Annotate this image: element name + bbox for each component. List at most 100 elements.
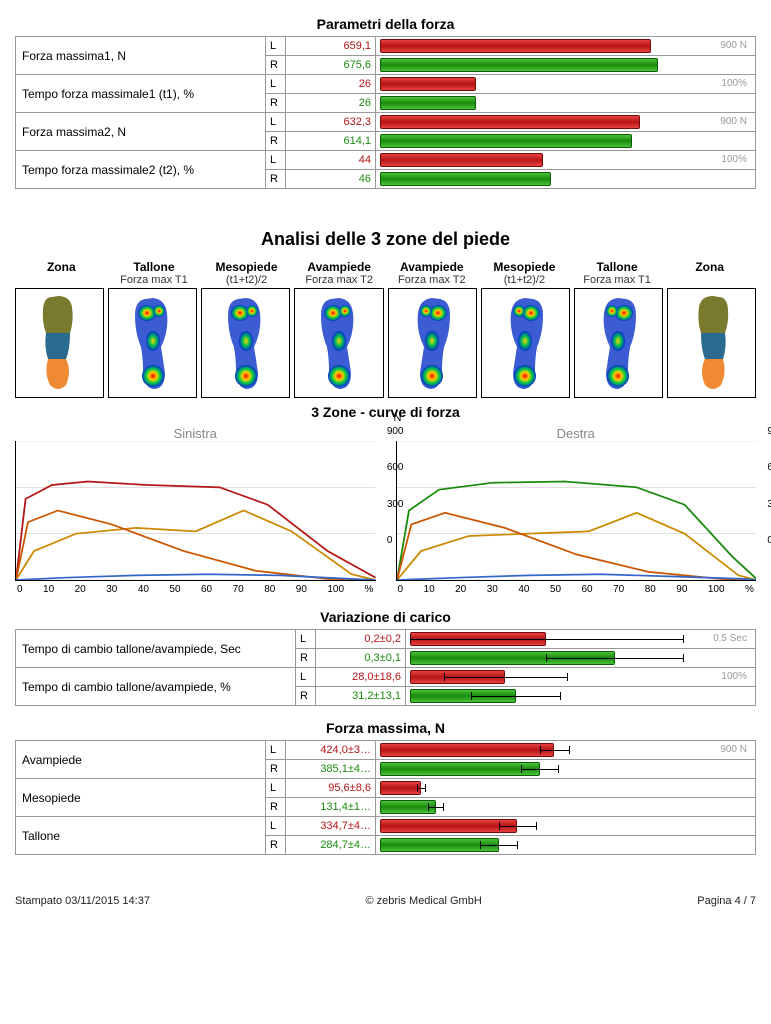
param-label: Tempo forza massimale1 (t1), % — [16, 75, 266, 113]
param-value: 46 — [286, 170, 376, 189]
side-label: R — [296, 687, 316, 706]
param-value: 31,2±13,1 — [316, 687, 406, 706]
foot-heatmap — [574, 288, 663, 398]
side-label: R — [266, 798, 286, 817]
param-bar — [376, 94, 756, 113]
side-label: R — [296, 649, 316, 668]
param-label: Tempo forza massimale2 (t2), % — [16, 151, 266, 189]
param-bar — [376, 779, 756, 798]
section1-title: Parametri della forza — [15, 16, 756, 32]
side-label: L — [266, 779, 286, 798]
zone-header: AvampiedeForza max T2 — [386, 260, 479, 286]
param-value: 26 — [286, 75, 376, 94]
zone-map-icon — [667, 288, 756, 398]
scale-label: 100% — [721, 154, 747, 165]
side-label: R — [266, 56, 286, 75]
side-label: R — [266, 170, 286, 189]
foot-heatmap — [481, 288, 570, 398]
param-value: 284,7±4… — [286, 836, 376, 855]
zone-header: TalloneForza max T1 — [571, 260, 664, 286]
print-date: Stampato 03/11/2015 14:37 — [15, 895, 150, 907]
scale-label: 100% — [721, 78, 747, 89]
scale-label: 0.5 Sec — [713, 633, 747, 644]
param-value: 95,6±8,6 — [286, 779, 376, 798]
side-label: R — [266, 94, 286, 113]
param-table-1: Forza massima1, NL659,1900 NR675,6Tempo … — [15, 36, 756, 189]
zone-header: Zona — [663, 260, 756, 286]
side-label: L — [266, 75, 286, 94]
param-bar — [376, 798, 756, 817]
scale-label: 900 N — [720, 744, 747, 755]
curves-title: 3 Zone - curve di forza — [15, 404, 756, 420]
foot-heatmap — [388, 288, 477, 398]
param-bar: 900 N — [376, 741, 756, 760]
side-label: R — [266, 836, 286, 855]
param-value: 675,6 — [286, 56, 376, 75]
param-label: Tempo di cambio tallone/avampiede, % — [16, 668, 296, 706]
zone-header: Mesopiede(t1+t2)/2 — [478, 260, 571, 286]
param-bar: 900 N — [376, 37, 756, 56]
param-label: Tallone — [16, 817, 266, 855]
param-value: 131,4±1… — [286, 798, 376, 817]
param-value: 0,3±0,1 — [316, 649, 406, 668]
side-label: L — [296, 630, 316, 649]
param-bar — [376, 760, 756, 779]
param-value: 659,1 — [286, 37, 376, 56]
side-label: L — [296, 668, 316, 687]
param-label: Forza massima1, N — [16, 37, 266, 75]
zone-header: TalloneForza max T1 — [108, 260, 201, 286]
param-bar — [376, 132, 756, 151]
zone-map-icon — [15, 288, 104, 398]
param-label: Mesopiede — [16, 779, 266, 817]
zone-header: Mesopiede(t1+t2)/2 — [200, 260, 293, 286]
side-label: R — [266, 760, 286, 779]
param-value: 334,7±4… — [286, 817, 376, 836]
param-label: Forza massima2, N — [16, 113, 266, 151]
param-bar: 900 N — [376, 113, 756, 132]
side-label: L — [266, 37, 286, 56]
param-table-4: AvampiedeL424,0±3…900 NR385,1±4…Mesopied… — [15, 740, 756, 855]
side-label: L — [266, 817, 286, 836]
param-value: 385,1±4… — [286, 760, 376, 779]
param-bar — [376, 817, 756, 836]
page-footer: Stampato 03/11/2015 14:37 © zebris Medic… — [15, 895, 756, 907]
scale-label: 900 N — [720, 116, 747, 127]
param-value: 632,3 — [286, 113, 376, 132]
param-bar — [406, 649, 756, 668]
section4-title: Forza massima, N — [15, 720, 756, 736]
side-label: L — [266, 151, 286, 170]
curve-left: Sinistra N 9006003000 010203040506070809… — [15, 426, 376, 595]
scale-label: 900 N — [720, 40, 747, 51]
section2-title: Analisi delle 3 zone del piede — [15, 229, 756, 250]
param-label: Tempo di cambio tallone/avampiede, Sec — [16, 630, 296, 668]
foot-images-row — [15, 288, 756, 398]
foot-heatmap — [201, 288, 290, 398]
param-bar: 100% — [376, 75, 756, 94]
param-bar — [376, 56, 756, 75]
foot-heatmap — [108, 288, 197, 398]
page-number: Pagina 4 / 7 — [697, 895, 756, 907]
section3-title: Variazione di carico — [15, 609, 756, 625]
scale-label: 100% — [721, 671, 747, 682]
param-bar — [376, 836, 756, 855]
param-bar: 0.5 Sec — [406, 630, 756, 649]
param-bar: 100% — [406, 668, 756, 687]
param-value: 44 — [286, 151, 376, 170]
param-table-3: Tempo di cambio tallone/avampiede, SecL0… — [15, 629, 756, 706]
param-bar: 100% — [376, 151, 756, 170]
copyright: © zebris Medical GmbH — [365, 895, 481, 907]
zone-headers: ZonaTalloneForza max T1Mesopiede(t1+t2)/… — [15, 260, 756, 286]
curve-right: Destra N 9006003000 01020304050607080901… — [396, 426, 757, 595]
side-label: L — [266, 741, 286, 760]
param-value: 424,0±3… — [286, 741, 376, 760]
side-label: L — [266, 113, 286, 132]
zone-header: Zona — [15, 260, 108, 286]
foot-heatmap — [294, 288, 383, 398]
param-value: 614,1 — [286, 132, 376, 151]
zone-header: AvampiedeForza max T2 — [293, 260, 386, 286]
param-value: 0,2±0,2 — [316, 630, 406, 649]
curves-container: Sinistra N 9006003000 010203040506070809… — [15, 426, 756, 595]
param-value: 26 — [286, 94, 376, 113]
param-label: Avampiede — [16, 741, 266, 779]
param-bar — [376, 170, 756, 189]
